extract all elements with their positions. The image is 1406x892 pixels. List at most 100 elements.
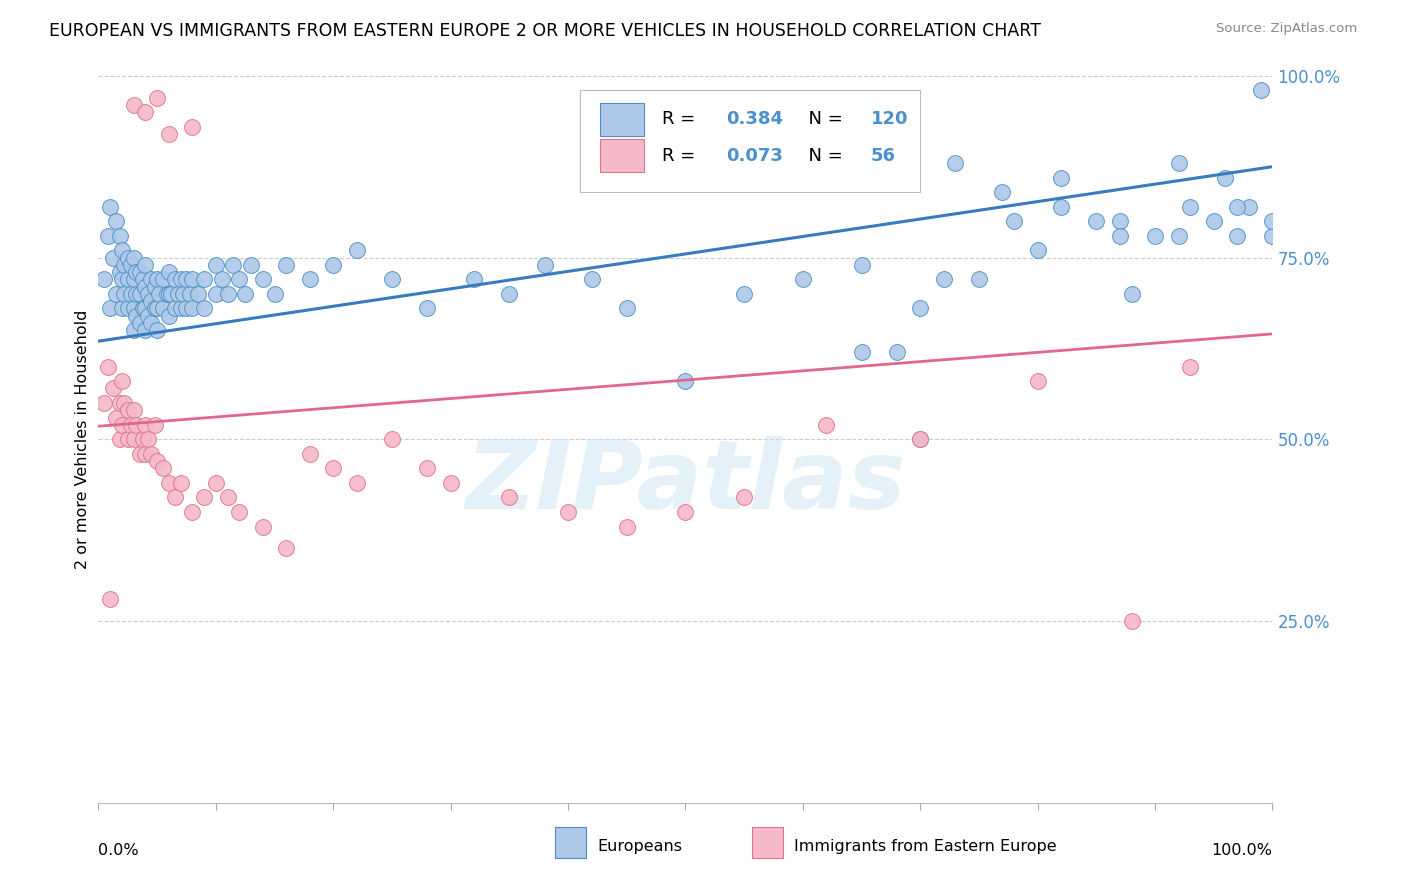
Point [152,301,174,316]
Text: Europeans: Europeans [598,839,682,854]
Point [97,359,120,374]
Point [263,287,285,301]
Point [167,287,190,301]
Text: 0.0%: 0.0% [98,843,139,858]
FancyBboxPatch shape [579,90,920,192]
Point [157,309,180,323]
Point [851,345,873,359]
Point [1250,83,1272,97]
Text: 0.073: 0.073 [727,147,783,165]
Text: EUROPEAN VS IMMIGRANTS FROM EASTERN EUROPE 2 OR MORE VEHICLES IN HOUSEHOLD CORRE: EUROPEAN VS IMMIGRANTS FROM EASTERN EURO… [49,22,1040,40]
Point [1026,374,1049,388]
Point [908,432,931,446]
Point [128,287,150,301]
Text: Source: ZipAtlas.com: Source: ZipAtlas.com [1216,22,1357,36]
Point [157,287,180,301]
Point [1261,214,1284,228]
Point [533,258,555,272]
Point [1167,228,1189,243]
Point [616,519,638,533]
Point [581,272,603,286]
Point [163,301,186,316]
Point [228,505,250,519]
Point [886,345,908,359]
Point [157,127,180,141]
Point [112,258,135,272]
Point [205,287,228,301]
Point [792,272,814,286]
Point [252,272,274,286]
Point [155,287,177,301]
Point [98,200,121,214]
Text: N =: N = [797,147,848,165]
Point [233,287,256,301]
Point [97,228,120,243]
Point [108,228,131,243]
Point [557,505,579,519]
Point [991,185,1014,199]
Text: N =: N = [797,111,848,128]
Point [176,272,198,286]
Point [169,475,191,490]
Text: 56: 56 [870,147,896,165]
Point [93,272,115,286]
Point [1202,214,1225,228]
Point [1226,228,1249,243]
Point [128,265,150,279]
Point [132,432,155,446]
Point [152,272,174,286]
Point [1237,200,1260,214]
Point [932,272,955,286]
Point [193,301,215,316]
Point [322,258,344,272]
Point [112,287,135,301]
Point [101,251,124,265]
Point [125,287,148,301]
Point [205,475,228,490]
Point [141,316,163,330]
Point [181,505,204,519]
Point [125,309,148,323]
Bar [600,139,644,172]
Point [1226,200,1249,214]
Point [108,396,131,410]
Point [463,272,485,286]
Point [1121,614,1143,628]
Point [1215,170,1237,185]
Point [134,279,156,293]
Point [157,475,180,490]
Point [179,287,201,301]
Point [134,105,156,120]
Point [122,323,145,337]
Point [141,447,163,461]
Point [146,272,169,286]
Point [152,461,174,475]
Point [276,541,298,556]
Y-axis label: 2 or more Vehicles in Household: 2 or more Vehicles in Household [75,310,90,569]
Point [136,309,159,323]
Point [128,447,150,461]
Point [298,447,321,461]
Point [111,272,134,286]
Point [498,287,520,301]
Point [967,272,990,286]
Point [146,454,169,468]
Point [908,301,931,316]
Point [908,432,931,446]
Point [105,287,128,301]
Point [217,491,239,505]
Point [211,272,233,286]
Point [733,287,755,301]
Point [132,272,155,286]
Point [141,272,163,286]
Point [222,258,245,272]
Point [439,475,461,490]
Point [228,272,250,286]
Point [111,417,134,432]
Point [252,519,274,533]
Point [181,120,204,134]
Point [112,396,135,410]
Point [616,301,638,316]
Point [1002,214,1025,228]
Point [381,272,404,286]
